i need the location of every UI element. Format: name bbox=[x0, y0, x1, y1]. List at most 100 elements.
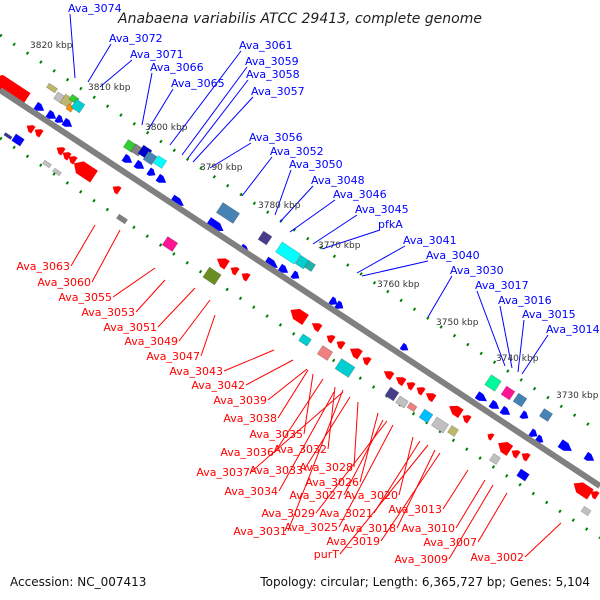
gene-box[interactable] bbox=[161, 236, 179, 252]
forward-gene-arrow[interactable] bbox=[334, 300, 345, 311]
gene-box[interactable] bbox=[70, 98, 86, 114]
reverse-gene-arrow[interactable] bbox=[110, 183, 122, 195]
forward-gene-label[interactable]: Ava_3017 bbox=[475, 279, 529, 292]
reverse-gene-label[interactable]: Ava_3047 bbox=[146, 350, 200, 363]
reverse-gene-label[interactable]: Ava_3032 bbox=[273, 443, 327, 456]
gene-box[interactable] bbox=[257, 230, 273, 246]
reverse-gene-label[interactable]: Ava_3033 bbox=[249, 464, 303, 477]
forward-gene-label[interactable]: Ava_3030 bbox=[450, 264, 504, 277]
forward-gene-arrow[interactable] bbox=[528, 428, 539, 439]
gene-box[interactable] bbox=[275, 241, 301, 265]
reverse-gene-label[interactable]: Ava_3019 bbox=[326, 535, 380, 548]
forward-gene-arrow[interactable] bbox=[277, 263, 291, 276]
reverse-gene-label[interactable]: Ava_3020 bbox=[344, 489, 398, 502]
reverse-gene-arrow[interactable] bbox=[214, 255, 230, 270]
gene-box[interactable] bbox=[152, 155, 168, 169]
reverse-gene-arrow[interactable] bbox=[228, 264, 240, 276]
reverse-gene-arrow[interactable] bbox=[588, 488, 600, 500]
reverse-gene-arrow[interactable] bbox=[60, 149, 72, 161]
reverse-gene-arrow[interactable] bbox=[404, 379, 416, 391]
forward-gene-arrow[interactable] bbox=[33, 101, 47, 114]
forward-gene-label[interactable]: Ava_3061 bbox=[239, 39, 293, 52]
reverse-gene-label[interactable]: Ava_3043 bbox=[169, 365, 223, 378]
reverse-gene-label[interactable]: Ava_3013 bbox=[388, 503, 442, 516]
reverse-gene-arrow[interactable] bbox=[570, 478, 594, 500]
reverse-gene-arrow[interactable] bbox=[70, 158, 98, 183]
reverse-gene-arrow[interactable] bbox=[324, 332, 336, 344]
gene-box[interactable] bbox=[3, 132, 13, 140]
reverse-gene-label[interactable]: Ava_3018 bbox=[342, 522, 396, 535]
reverse-gene-arrow[interactable] bbox=[54, 144, 66, 156]
forward-gene-arrow[interactable] bbox=[516, 468, 530, 482]
reverse-gene-arrow[interactable] bbox=[486, 431, 495, 441]
forward-gene-label[interactable]: Ava_3046 bbox=[333, 188, 387, 201]
forward-gene-arrow[interactable] bbox=[583, 451, 597, 464]
reverse-gene-label[interactable]: Ava_3027 bbox=[289, 489, 343, 502]
forward-gene-label[interactable]: Ava_3016 bbox=[498, 294, 552, 307]
gene-box[interactable] bbox=[406, 401, 418, 413]
gene-box[interactable] bbox=[395, 395, 409, 409]
forward-gene-label[interactable]: Ava_3014 bbox=[546, 323, 600, 336]
gene-box[interactable] bbox=[142, 150, 158, 166]
reverse-gene-arrow[interactable] bbox=[519, 450, 531, 462]
gene-box[interactable] bbox=[500, 385, 516, 401]
forward-gene-arrow[interactable] bbox=[61, 117, 75, 130]
reverse-gene-label[interactable]: Ava_3049 bbox=[124, 335, 178, 348]
reverse-gene-label[interactable]: Ava_3034 bbox=[224, 485, 278, 498]
forward-gene-arrow[interactable] bbox=[328, 296, 339, 307]
reverse-gene-arrow[interactable] bbox=[382, 368, 395, 381]
forward-gene-label[interactable]: Ava_3040 bbox=[426, 249, 480, 262]
forward-gene-label[interactable]: Ava_3056 bbox=[249, 131, 303, 144]
forward-gene-label[interactable]: pfkA bbox=[378, 218, 403, 231]
forward-gene-arrow[interactable] bbox=[54, 114, 65, 125]
reverse-gene-arrow[interactable] bbox=[32, 126, 44, 138]
reverse-gene-label[interactable]: Ava_3031 bbox=[233, 525, 287, 538]
forward-gene-arrow[interactable] bbox=[121, 153, 135, 166]
gene-box[interactable] bbox=[334, 358, 356, 378]
reverse-gene-arrow[interactable] bbox=[66, 153, 78, 165]
reverse-gene-label[interactable]: Ava_3002 bbox=[470, 551, 524, 564]
reverse-gene-arrow[interactable] bbox=[495, 438, 514, 456]
forward-gene-arrow[interactable] bbox=[155, 173, 169, 186]
forward-gene-arrow[interactable] bbox=[557, 439, 575, 454]
forward-gene-arrow[interactable] bbox=[146, 167, 157, 178]
forward-gene-label[interactable]: Ava_3059 bbox=[245, 55, 299, 68]
reverse-gene-arrow[interactable] bbox=[360, 354, 372, 366]
reverse-gene-label[interactable]: Ava_3053 bbox=[81, 306, 135, 319]
forward-gene-arrow[interactable] bbox=[290, 270, 301, 281]
forward-gene-arrow[interactable] bbox=[488, 399, 502, 412]
reverse-gene-label[interactable]: Ava_3010 bbox=[401, 522, 455, 535]
reverse-gene-arrow[interactable] bbox=[394, 374, 407, 387]
forward-gene-arrow[interactable] bbox=[11, 133, 25, 147]
reverse-gene-arrow[interactable] bbox=[0, 71, 31, 105]
reverse-gene-label[interactable]: Ava_3042 bbox=[191, 379, 245, 392]
forward-gene-arrow[interactable] bbox=[474, 391, 489, 404]
reverse-gene-label[interactable]: Ava_3007 bbox=[423, 536, 477, 549]
gene-box[interactable] bbox=[580, 505, 592, 517]
reverse-gene-label[interactable]: purT bbox=[314, 548, 339, 561]
gene-box[interactable] bbox=[484, 374, 502, 392]
forward-gene-label[interactable]: Ava_3045 bbox=[355, 203, 409, 216]
forward-gene-arrow[interactable] bbox=[499, 405, 513, 418]
reverse-gene-arrow[interactable] bbox=[446, 402, 464, 419]
gene-box[interactable] bbox=[42, 159, 52, 169]
forward-gene-label[interactable]: Ava_3072 bbox=[109, 32, 163, 45]
gene-box[interactable] bbox=[430, 416, 450, 434]
gene-box[interactable] bbox=[447, 425, 459, 437]
reverse-gene-arrow[interactable] bbox=[310, 320, 323, 333]
gene-box[interactable] bbox=[418, 408, 434, 424]
gene-box[interactable] bbox=[304, 260, 316, 272]
reverse-gene-label[interactable]: Ava_3026 bbox=[305, 476, 359, 489]
forward-gene-arrow[interactable] bbox=[399, 342, 411, 353]
reverse-gene-arrow[interactable] bbox=[347, 345, 363, 360]
reverse-gene-label[interactable]: Ava_3037 bbox=[196, 466, 250, 479]
forward-gene-label[interactable]: Ava_3015 bbox=[522, 308, 576, 321]
forward-gene-label[interactable]: Ava_3052 bbox=[270, 145, 324, 158]
gene-box[interactable] bbox=[52, 167, 62, 177]
reverse-gene-arrow[interactable] bbox=[414, 384, 426, 396]
reverse-gene-label[interactable]: Ava_3029 bbox=[261, 507, 315, 520]
gene-box[interactable] bbox=[489, 453, 501, 465]
forward-gene-label[interactable]: Ava_3071 bbox=[130, 48, 184, 61]
reverse-gene-arrow[interactable] bbox=[424, 390, 437, 403]
forward-gene-label[interactable]: Ava_3041 bbox=[403, 234, 457, 247]
